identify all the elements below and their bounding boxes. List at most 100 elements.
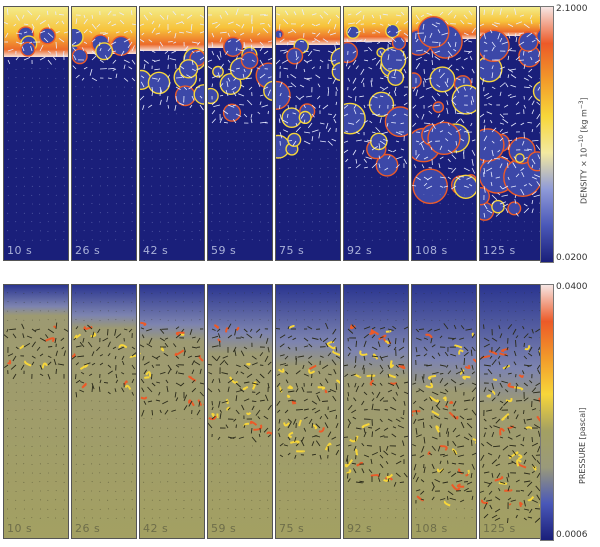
pressure-filament — [467, 469, 470, 475]
velocity-arrow — [47, 355, 52, 359]
velocity-arrow — [457, 454, 465, 458]
velocity-arrow — [507, 32, 511, 39]
velocity-arrow — [175, 370, 178, 375]
velocity-arrow — [284, 355, 289, 360]
velocity-arrow — [232, 104, 237, 107]
velocity-arrow — [447, 239, 449, 241]
velocity-arrow — [29, 41, 33, 44]
density-panel: 42 s — [139, 6, 205, 261]
pressure-filament — [197, 399, 202, 406]
velocity-arrow — [514, 194, 517, 199]
velocity-arrow — [379, 463, 384, 469]
pressure-filament — [129, 354, 136, 359]
velocity-arrow — [15, 212, 17, 214]
velocity-arrow — [447, 64, 453, 70]
velocity-arrow — [347, 22, 355, 25]
velocity-arrow — [489, 355, 493, 359]
pressure-filament — [472, 358, 476, 363]
velocity-arrow — [10, 364, 17, 370]
velocity-arrow — [147, 386, 153, 393]
velocity-arrow — [278, 418, 281, 424]
velocity-arrow — [491, 9, 494, 16]
pressure-filament — [494, 475, 504, 482]
velocity-arrow — [483, 32, 486, 40]
pressure-filament — [378, 334, 387, 341]
velocity-arrow — [34, 328, 41, 331]
pressure-filament — [427, 374, 437, 381]
velocity-arrow — [75, 74, 80, 79]
velocity-arrow — [531, 200, 534, 205]
velocity-arrow — [385, 445, 389, 451]
velocity-arrow — [393, 346, 397, 351]
mixing-plume — [240, 51, 259, 70]
time-label: 125 s — [483, 244, 516, 257]
velocity-arrow — [480, 454, 485, 461]
velocity-arrow — [371, 131, 376, 134]
velocity-arrow — [442, 454, 449, 457]
pressure-filament — [175, 331, 185, 336]
velocity-arrow — [164, 337, 169, 340]
velocity-arrow — [311, 113, 315, 118]
velocity-arrow — [471, 167, 476, 174]
velocity-arrow — [412, 184, 417, 187]
velocity-arrow — [221, 400, 229, 404]
velocity-arrow — [369, 120, 373, 124]
velocity-arrow — [278, 118, 281, 124]
velocity-arrow — [143, 122, 145, 124]
velocity-arrow — [291, 28, 297, 34]
velocity-arrow — [452, 427, 457, 433]
velocity-arrow — [7, 353, 14, 357]
velocity-arrow — [415, 476, 419, 483]
velocity-arrow — [91, 50, 97, 56]
velocity-arrow — [515, 112, 521, 115]
velocity-arrow — [115, 140, 117, 142]
velocity-arrow — [382, 86, 389, 91]
mixing-plume — [287, 132, 302, 147]
velocity-arrow — [495, 496, 501, 501]
velocity-arrow — [423, 156, 429, 160]
velocity-arrow — [279, 49, 287, 52]
velocity-arrow — [401, 11, 405, 16]
velocity-arrow — [26, 335, 33, 339]
velocity-arrow — [287, 436, 291, 441]
mixing-plume — [368, 91, 395, 118]
velocity-arrow — [435, 404, 441, 411]
pressure-filament — [451, 483, 461, 491]
velocity-arrow — [399, 481, 405, 484]
velocity-arrow — [450, 185, 457, 190]
density-field — [276, 7, 340, 241]
velocity-arrow — [264, 394, 269, 402]
velocity-arrow — [491, 397, 496, 402]
velocity-arrow — [536, 101, 541, 106]
velocity-arrow — [434, 478, 441, 483]
velocity-arrow — [439, 130, 444, 133]
velocity-arrow — [21, 14, 25, 19]
velocity-arrow — [322, 38, 329, 43]
velocity-arrow — [515, 56, 521, 61]
velocity-arrow — [276, 327, 281, 330]
velocity-arrow — [267, 110, 269, 115]
velocity-arrow — [455, 176, 461, 180]
velocity-arrow — [295, 357, 297, 366]
pressure-filament — [370, 330, 380, 336]
velocity-arrow — [167, 194, 169, 196]
velocity-arrow — [395, 391, 399, 396]
velocity-arrow — [515, 414, 519, 420]
velocity-arrow — [183, 113, 185, 115]
velocity-arrow — [438, 163, 441, 169]
velocity-arrow — [506, 346, 509, 351]
velocity-arrow — [400, 454, 405, 458]
velocity-arrow — [528, 95, 533, 101]
density-panel: 10 s — [3, 6, 69, 261]
mixing-plume — [110, 35, 132, 56]
velocity-arrow — [47, 23, 51, 29]
velocity-arrow — [471, 452, 476, 456]
velocity-arrow — [446, 107, 449, 115]
velocity-arrow — [402, 50, 405, 57]
velocity-arrow — [63, 221, 65, 223]
velocity-arrow — [259, 121, 267, 124]
velocity-arrow — [191, 131, 193, 133]
velocity-arrow — [436, 84, 441, 88]
pressure-background — [140, 285, 204, 538]
velocity-arrow — [371, 451, 378, 456]
